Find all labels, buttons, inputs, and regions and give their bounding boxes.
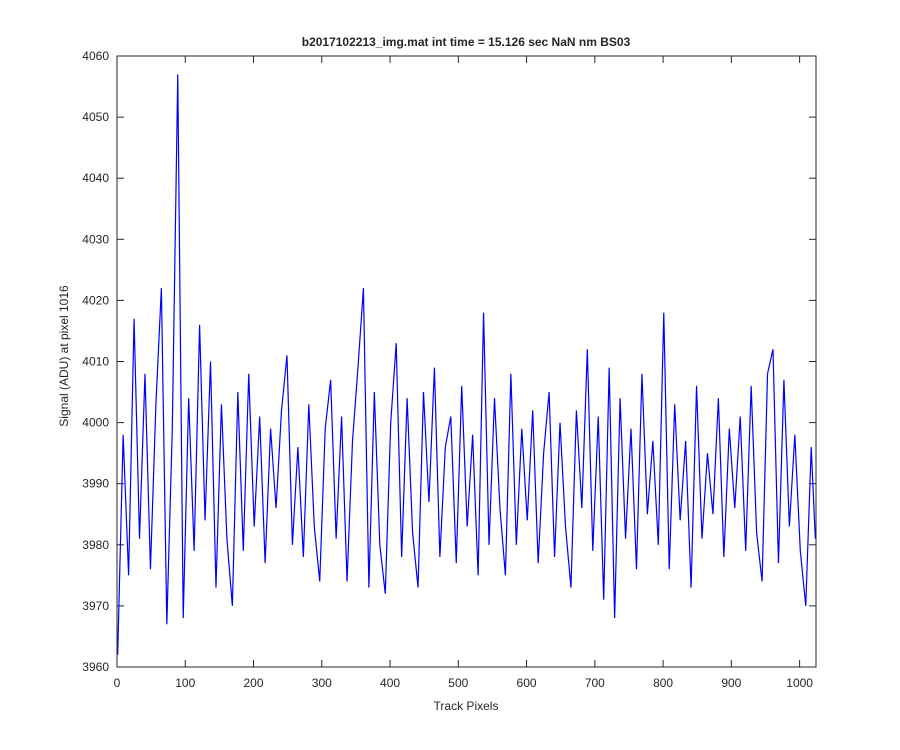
- plot-area: [117, 56, 816, 667]
- x-tick-label: 200: [244, 676, 264, 690]
- y-tick-label: 3960: [82, 660, 109, 674]
- y-tick-label: 3990: [82, 477, 109, 491]
- y-tick-label: 4040: [82, 171, 109, 185]
- x-tick-label: 500: [448, 676, 468, 690]
- y-tick-label: 3970: [82, 599, 109, 613]
- x-tick-label: 800: [653, 676, 673, 690]
- x-tick-label: 600: [517, 676, 537, 690]
- y-tick-label: 4050: [82, 110, 109, 124]
- x-tick-label: 0: [114, 676, 121, 690]
- y-tick-label: 3980: [82, 538, 109, 552]
- data-line: [117, 74, 816, 655]
- axes-box: [116, 55, 817, 668]
- y-tick-label: 4000: [82, 416, 109, 430]
- x-tick-label: 400: [380, 676, 400, 690]
- x-tick-label: 100: [175, 676, 195, 690]
- x-tick-label: 900: [721, 676, 741, 690]
- y-tick-label: 4030: [82, 232, 109, 246]
- x-tick-label: 300: [312, 676, 332, 690]
- y-tick-label: 4010: [82, 355, 109, 369]
- y-tick-label: 4060: [82, 49, 109, 63]
- chart-title: b2017102213_img.mat int time = 15.126 se…: [302, 35, 631, 49]
- y-tick-label: 4020: [82, 293, 109, 307]
- x-tick-label: 1000: [786, 676, 813, 690]
- x-axis-label: Track Pixels: [434, 699, 499, 713]
- x-tick-label: 700: [585, 676, 605, 690]
- y-axis-label: Signal (ADU) at pixel 1016: [57, 285, 71, 427]
